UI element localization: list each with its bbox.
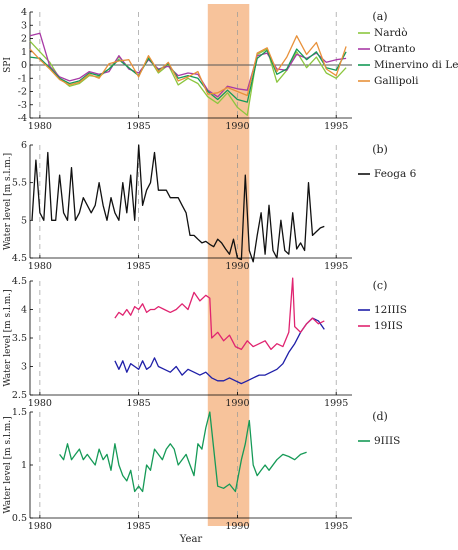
figure-panels: -4 -3 -2 -1 0 1 2 3 4 1980 1985 1990 1995 SPI (a) Nardò… <box>3 7 458 532</box>
x-axis-label: Year <box>179 534 203 545</box>
series-line-minervino-di-lecce <box>29 48 347 103</box>
x-tick-label: 1990 <box>225 261 249 272</box>
series-line-gallipoli <box>29 35 347 97</box>
legend-label: Minervino di Lecce <box>374 59 458 71</box>
panel-tag: (c) <box>373 279 388 292</box>
y-tick-label: 4.5 <box>12 276 27 287</box>
legend-label: Otranto <box>374 43 415 55</box>
y-tick-label: 3 <box>21 362 27 373</box>
x-tick-label: 1980 <box>28 521 52 532</box>
y-tick-label: 4 <box>21 305 27 316</box>
y-tick-label: 4 <box>21 7 27 18</box>
series-line-nard- <box>29 40 347 116</box>
x-tick-label: 1995 <box>324 521 348 532</box>
y-tick-label: -1 <box>18 73 27 84</box>
x-tick-label: 1995 <box>324 398 348 409</box>
y-tick-label: -3 <box>18 100 27 111</box>
y-tick-label: 5 <box>21 215 27 226</box>
x-tick-label: 1985 <box>127 398 151 409</box>
y-tick-label: -4 <box>18 113 27 124</box>
x-tick-label: 1995 <box>324 121 348 132</box>
legend-label: 9IIIS <box>374 435 400 447</box>
y-tick-label: 4.5 <box>12 253 27 264</box>
legend-label: Gallipoli <box>374 75 419 87</box>
x-tick-label: 1990 <box>225 398 249 409</box>
panel-tag: (a) <box>372 10 387 23</box>
y-axis-label: Water level [m s.l.m.] <box>3 289 13 386</box>
y-tick-label: 3.5 <box>12 333 27 344</box>
y-tick-label: 0 <box>21 60 27 71</box>
y-tick-label: 5.5 <box>12 178 27 189</box>
y-tick-label: 1 <box>21 47 27 58</box>
y-tick-label: 2.5 <box>12 390 27 401</box>
y-axis-label: Water level [m s.l.m.] <box>3 153 13 250</box>
panel-d: 0.5 1 1.5 1980 1985 1990 1995 Water level [m s.… <box>3 407 400 532</box>
legend-label: Nardò <box>374 27 408 39</box>
x-tick-label: 1990 <box>225 521 249 532</box>
y-tick-label: 2 <box>21 34 27 45</box>
x-tick-label: 1980 <box>28 398 52 409</box>
series-line-12iiis <box>114 317 325 385</box>
series-line-feoga-6 <box>31 144 325 263</box>
legend-label: Feoga 6 <box>374 168 417 180</box>
legend-label: 19IIS <box>374 320 403 332</box>
y-tick-label: -2 <box>18 87 27 98</box>
x-tick-label: 1985 <box>127 121 151 132</box>
y-tick-label: 1 <box>21 460 27 471</box>
y-tick-label: 1.5 <box>12 407 27 418</box>
series-line-19iis <box>114 277 325 351</box>
panel-tag: (d) <box>372 410 388 423</box>
y-tick-label: 0.5 <box>12 513 27 524</box>
panel-tag: (b) <box>372 143 388 156</box>
y-tick-label: 6 <box>21 140 27 151</box>
panel-c: 2.5 3 3.5 4 4.5 1980 1985 1990 1995 Water level [… <box>3 276 407 409</box>
panel-a: -4 -3 -2 -1 0 1 2 3 4 1980 1985 1990 1995 SPI (a) Nardò… <box>3 7 458 132</box>
series-line-9iiis <box>59 411 307 493</box>
y-axis-label: SPI <box>3 57 13 73</box>
x-tick-label: 1985 <box>127 261 151 272</box>
y-tick-label: 3 <box>21 20 27 31</box>
y-axis-label: Water level [m s.l.m.] <box>3 416 13 513</box>
x-tick-label: 1990 <box>225 121 249 132</box>
x-tick-label: 1995 <box>324 261 348 272</box>
x-tick-label: 1980 <box>28 261 52 272</box>
legend-label: 12IIIS <box>374 304 407 316</box>
x-tick-label: 1980 <box>28 121 52 132</box>
series-line-otranto <box>29 32 347 98</box>
x-tick-label: 1985 <box>127 521 151 532</box>
panel-b: 4.5 5 5.5 6 1980 1985 1990 1995 Water level [m s… <box>3 140 417 272</box>
